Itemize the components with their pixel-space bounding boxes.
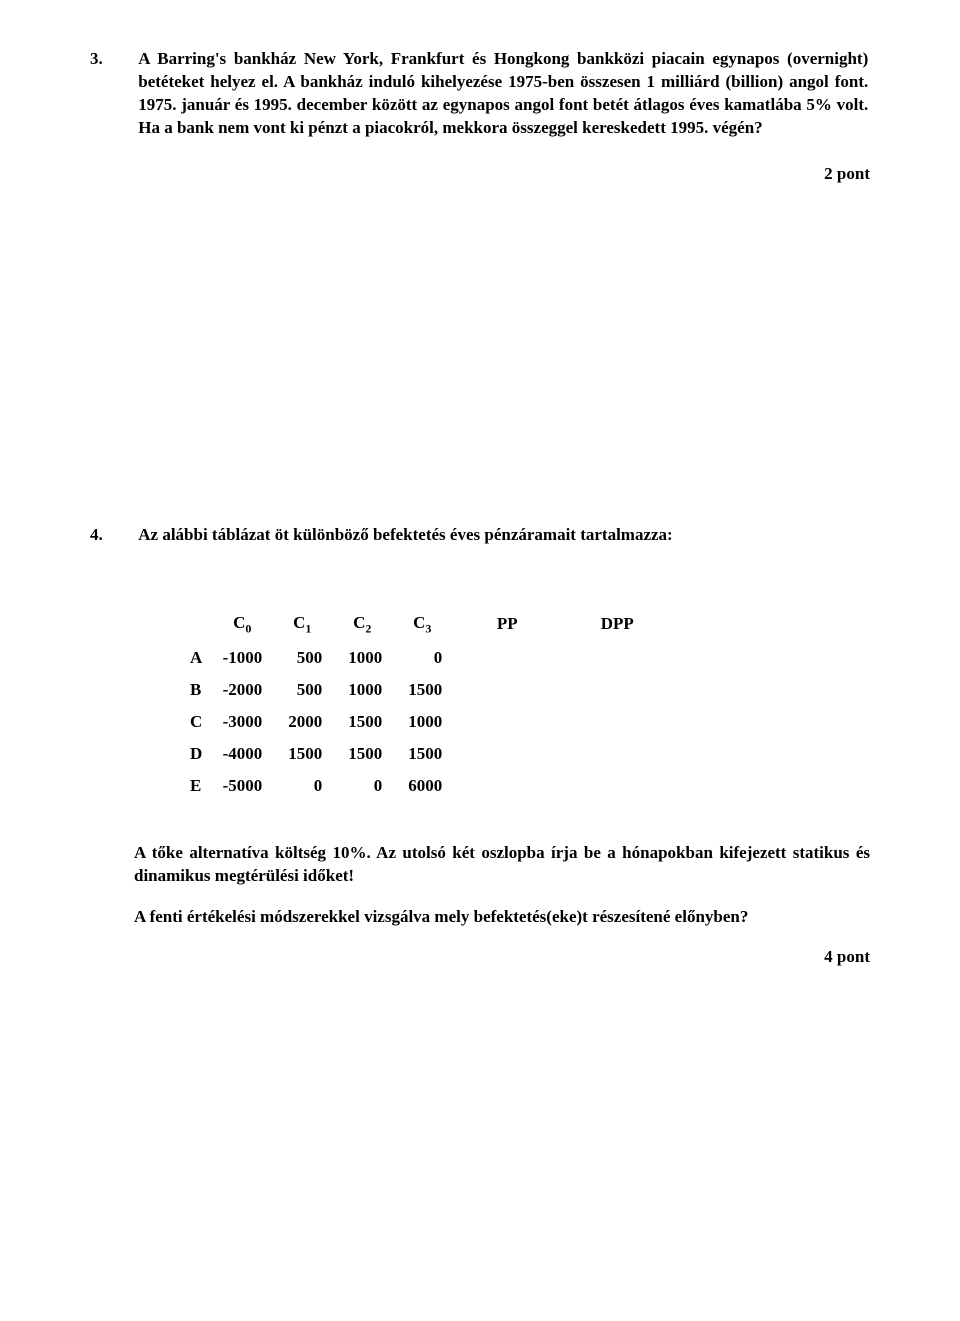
row-label: B: [180, 674, 212, 706]
table-row: C -3000 2000 1500 1000: [180, 706, 672, 738]
cell: -2000: [212, 674, 272, 706]
question-3-text: A Barring's bankház New York, Frankfurt …: [138, 48, 868, 140]
cell-pp: [452, 770, 562, 802]
table-row: D -4000 1500 1500 1500: [180, 738, 672, 770]
cell-dpp: [562, 738, 672, 770]
q4-paragraph-1: A tőke alternatíva költség 10%. Az utols…: [134, 842, 870, 888]
cell: -5000: [212, 770, 272, 802]
row-label: D: [180, 738, 212, 770]
header-blank: [180, 607, 212, 642]
question-4: 4. Az alábbi táblázat öt különböző befek…: [90, 524, 870, 583]
q4-paragraph-2: A fenti értékelési módszerekkel vizsgálv…: [134, 906, 870, 929]
cashflow-table: C0 C1 C2 C3 PP DPP A -1000 500 1000 0 B …: [180, 607, 672, 802]
cell: 0: [392, 642, 452, 674]
cell-pp: [452, 642, 562, 674]
row-label: A: [180, 642, 212, 674]
cell: 1000: [392, 706, 452, 738]
question-4-number: 4.: [90, 524, 134, 547]
cell: 1500: [332, 738, 392, 770]
question-3: 3. A Barring's bankház New York, Frankfu…: [90, 48, 870, 140]
cell: 1500: [392, 674, 452, 706]
table-body: A -1000 500 1000 0 B -2000 500 1000 1500…: [180, 642, 672, 802]
question-4-followup: A tőke alternatíva költség 10%. Az utols…: [134, 842, 870, 929]
table-header-row: C0 C1 C2 C3 PP DPP: [180, 607, 672, 642]
cell: -1000: [212, 642, 272, 674]
cell: 500: [272, 674, 332, 706]
header-c3: C3: [392, 607, 452, 642]
header-c2: C2: [332, 607, 392, 642]
question-4-intro: Az alábbi táblázat öt különböző befektet…: [138, 524, 868, 547]
row-label: E: [180, 770, 212, 802]
question-3-number: 3.: [90, 48, 134, 71]
row-label: C: [180, 706, 212, 738]
cell-pp: [452, 674, 562, 706]
question-4-points: 4 pont: [90, 947, 870, 967]
cell: 1500: [332, 706, 392, 738]
cell-dpp: [562, 642, 672, 674]
cell: 500: [272, 642, 332, 674]
header-dpp: DPP: [562, 607, 672, 642]
cell: -4000: [212, 738, 272, 770]
header-c1: C1: [272, 607, 332, 642]
cell-dpp: [562, 770, 672, 802]
table-row: E -5000 0 0 6000: [180, 770, 672, 802]
cell-pp: [452, 706, 562, 738]
cell: 1500: [272, 738, 332, 770]
cell: 1000: [332, 674, 392, 706]
answer-space-q3: [90, 184, 870, 524]
cell: 1000: [332, 642, 392, 674]
cell-pp: [452, 738, 562, 770]
table-row: A -1000 500 1000 0: [180, 642, 672, 674]
table-row: B -2000 500 1000 1500: [180, 674, 672, 706]
cell-dpp: [562, 706, 672, 738]
header-pp: PP: [452, 607, 562, 642]
cell: 2000: [272, 706, 332, 738]
cell-dpp: [562, 674, 672, 706]
header-c0: C0: [212, 607, 272, 642]
cell: -3000: [212, 706, 272, 738]
cell: 1500: [392, 738, 452, 770]
question-3-points: 2 pont: [90, 164, 870, 184]
cell: 0: [332, 770, 392, 802]
cell: 0: [272, 770, 332, 802]
cell: 6000: [392, 770, 452, 802]
